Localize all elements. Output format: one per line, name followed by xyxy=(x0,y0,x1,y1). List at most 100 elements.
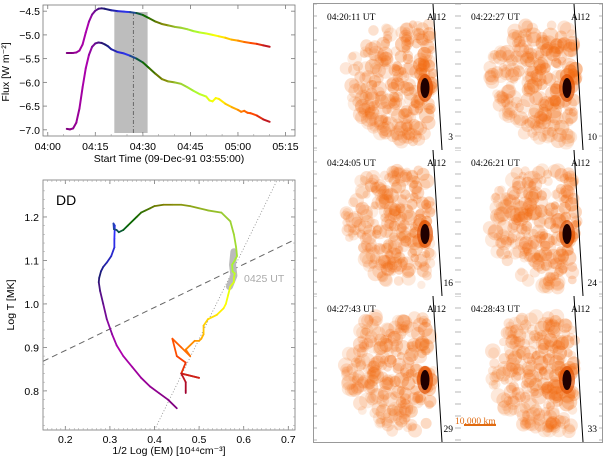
emission-blob xyxy=(381,188,394,201)
flux-segment xyxy=(262,118,271,123)
emission-blob xyxy=(407,248,418,258)
flux-segment xyxy=(217,35,227,39)
emission-blob xyxy=(542,275,554,287)
emission-blob xyxy=(392,411,408,426)
emission-blob xyxy=(388,405,404,422)
tem-y-ticks: 0.80.91.01.11.2 xyxy=(24,190,295,426)
emission-blob xyxy=(341,366,350,375)
emission-blob xyxy=(399,169,413,183)
trajectory-segment xyxy=(207,209,223,214)
emission-blob xyxy=(386,129,400,143)
emission-blob xyxy=(413,165,424,176)
emission-blob xyxy=(487,365,498,376)
flux-segment xyxy=(122,52,132,57)
emission-blob xyxy=(348,230,359,241)
emission-blob xyxy=(569,335,581,346)
emission-blob xyxy=(374,56,385,67)
emission-blob xyxy=(520,92,535,108)
emission-blob xyxy=(391,346,402,358)
emission-blob xyxy=(367,368,377,377)
emission-blob xyxy=(550,83,562,95)
emission-blob xyxy=(365,392,377,404)
emission-blob xyxy=(388,203,402,217)
emission-blob xyxy=(412,27,421,37)
emission-blob xyxy=(531,350,541,360)
emission-blob xyxy=(498,64,515,81)
emission-blob xyxy=(540,259,553,271)
emission-blob xyxy=(413,57,427,72)
emission-blob xyxy=(511,29,523,41)
emission-blob xyxy=(558,201,572,215)
trajectory-segment xyxy=(122,355,134,368)
flux-segment xyxy=(230,38,239,42)
emission-blob xyxy=(411,186,425,200)
emission-blob xyxy=(539,98,550,109)
emission-blob xyxy=(398,413,410,425)
emission-blob xyxy=(392,91,404,103)
emission-blob xyxy=(401,39,413,51)
emission-blob xyxy=(512,38,521,48)
emission-blob xyxy=(395,88,404,97)
emission-blob xyxy=(533,58,546,72)
emission-blob xyxy=(562,323,572,333)
flux-segment xyxy=(81,67,87,89)
emission-blob xyxy=(360,352,375,367)
emission-blob xyxy=(546,20,557,31)
emission-blob xyxy=(547,325,561,339)
emission-blob xyxy=(567,350,577,360)
emission-blob xyxy=(509,324,524,338)
emission-blob xyxy=(341,375,356,391)
emission-blob xyxy=(482,221,497,235)
emission-blob xyxy=(397,314,411,328)
flux-series-group xyxy=(65,7,271,131)
emission-blob xyxy=(565,111,578,124)
emission-blob xyxy=(561,133,575,147)
emission-blob xyxy=(506,32,523,48)
emission-blob xyxy=(499,337,508,347)
emission-blob xyxy=(414,209,425,220)
emission-blob xyxy=(380,322,395,337)
y-tick-label: −6.5 xyxy=(19,101,40,113)
emission-blob xyxy=(393,372,410,388)
emission-blob xyxy=(493,68,508,83)
emission-blob xyxy=(516,345,531,361)
emission-blob xyxy=(529,267,540,278)
emission-blob xyxy=(515,348,525,359)
emission-blob xyxy=(507,229,521,242)
emission-blob xyxy=(550,132,566,149)
emission-blob xyxy=(519,417,529,426)
emission-blob xyxy=(394,221,408,235)
emission-blob xyxy=(489,371,501,383)
emission-blob xyxy=(409,223,419,233)
emission-blob xyxy=(395,415,408,428)
emission-blob xyxy=(401,31,412,43)
emission-blob xyxy=(511,30,525,44)
panel-index: 10 xyxy=(587,133,598,143)
emission-blob xyxy=(505,68,520,83)
trajectory-segment xyxy=(198,207,209,212)
flux-light-curve-chart: 04:00 04:15 04:30 04:45 05:00 05:15 −4.5−5.0−… xyxy=(0,4,299,165)
emission-blob xyxy=(496,234,513,251)
emission-blob xyxy=(526,324,538,336)
emission-blob xyxy=(353,323,369,339)
emission-blob xyxy=(545,107,562,124)
emission-blob xyxy=(375,183,387,195)
emission-blob xyxy=(350,381,365,395)
emission-blob xyxy=(563,172,580,189)
emission-blob xyxy=(526,22,539,35)
emission-blob xyxy=(339,206,354,220)
emission-blob xyxy=(368,101,379,112)
emission-blob xyxy=(358,108,368,119)
emission-blob xyxy=(521,71,534,83)
emission-blob xyxy=(502,103,516,118)
emission-blob xyxy=(550,163,566,179)
emission-blob xyxy=(417,53,433,69)
emission-blob xyxy=(388,320,402,335)
emission-blob xyxy=(403,86,418,101)
emission-blob xyxy=(371,80,387,97)
emission-blob xyxy=(485,372,499,386)
trajectory-segment xyxy=(99,289,105,305)
emission-blob xyxy=(337,357,354,373)
emission-blob xyxy=(501,108,513,119)
emission-blob xyxy=(384,250,394,260)
